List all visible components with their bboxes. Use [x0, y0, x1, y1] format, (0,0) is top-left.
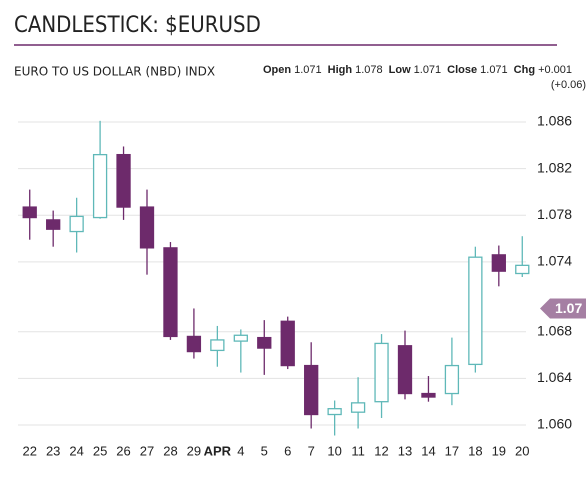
- stat-label: Open: [263, 64, 291, 76]
- candle-body: [163, 247, 178, 338]
- candle-body: [280, 320, 295, 367]
- candle-body: [92, 153, 108, 219]
- candle-body: [444, 364, 460, 395]
- x-tick-label: 7: [308, 443, 315, 458]
- x-tick-label: APR: [204, 443, 232, 458]
- x-tick-label: 19: [492, 443, 506, 458]
- candle-body: [515, 264, 530, 275]
- last-price-label: 1.07: [555, 300, 582, 316]
- candle-body: [374, 342, 389, 403]
- x-tick-label: 10: [327, 443, 341, 458]
- y-tick-label: 1.078: [537, 206, 572, 222]
- x-tick-label: 22: [22, 443, 36, 458]
- x-tick-label: 25: [93, 443, 107, 458]
- candle-body: [69, 215, 84, 233]
- x-tick-label: 28: [163, 443, 177, 458]
- x-tick-label: 29: [187, 443, 201, 458]
- x-tick-label: 20: [515, 443, 529, 458]
- candle-body: [327, 408, 342, 416]
- x-tick-label: 5: [261, 443, 268, 458]
- stat-label: Low: [389, 64, 411, 76]
- y-tick-label: 1.064: [537, 369, 572, 385]
- candle-body: [22, 206, 37, 219]
- candle-body: [139, 206, 155, 249]
- candle-body: [468, 256, 483, 366]
- y-tick-label: 1.086: [537, 113, 572, 129]
- x-tick-label: 13: [398, 443, 412, 458]
- stat-label: Chg: [514, 64, 535, 76]
- candle-body: [233, 334, 248, 342]
- candle-body: [421, 392, 436, 398]
- stat-value: 1.071: [414, 64, 442, 76]
- x-tick-label: 6: [284, 443, 291, 458]
- stat-value: 1.078: [355, 64, 383, 76]
- stat-label: Close: [447, 64, 477, 76]
- candle-body: [350, 402, 366, 413]
- chart-title: CANDLESTICK: $EURUSD: [14, 13, 261, 38]
- x-tick-label: 17: [445, 443, 459, 458]
- stat-value: 1.071: [294, 64, 322, 76]
- y-tick-label: 1.060: [537, 416, 572, 432]
- x-tick-label: 26: [116, 443, 130, 458]
- x-tick-label: 14: [421, 443, 435, 458]
- y-tick-label: 1.082: [537, 159, 572, 175]
- stat-value: +0.001: [538, 64, 572, 76]
- y-tick-label: 1.074: [537, 253, 572, 269]
- candle-body: [491, 254, 506, 272]
- x-tick-label: 24: [69, 443, 83, 458]
- candle-body: [304, 364, 319, 416]
- candle-body: [397, 345, 413, 395]
- x-tick-label: 27: [140, 443, 154, 458]
- x-tick-label: 12: [374, 443, 388, 458]
- last-price-marker: [540, 298, 586, 319]
- candle-body: [257, 336, 272, 349]
- candle-body: [210, 339, 225, 352]
- x-tick-label: 23: [46, 443, 60, 458]
- candle-body: [46, 219, 61, 230]
- stat-note: (+0.06): [551, 79, 586, 91]
- x-tick-label: 11: [351, 443, 365, 458]
- stat-value: 1.071: [480, 64, 508, 76]
- candle-body: [116, 153, 131, 208]
- candle-body: [186, 335, 202, 353]
- x-tick-label: 4: [237, 443, 244, 458]
- stat-label: High: [328, 64, 353, 76]
- subtitle: EURO TO US DOLLAR (NBD) INDX: [14, 65, 215, 79]
- x-tick-label: 18: [468, 443, 482, 458]
- y-tick-label: 1.068: [537, 322, 572, 338]
